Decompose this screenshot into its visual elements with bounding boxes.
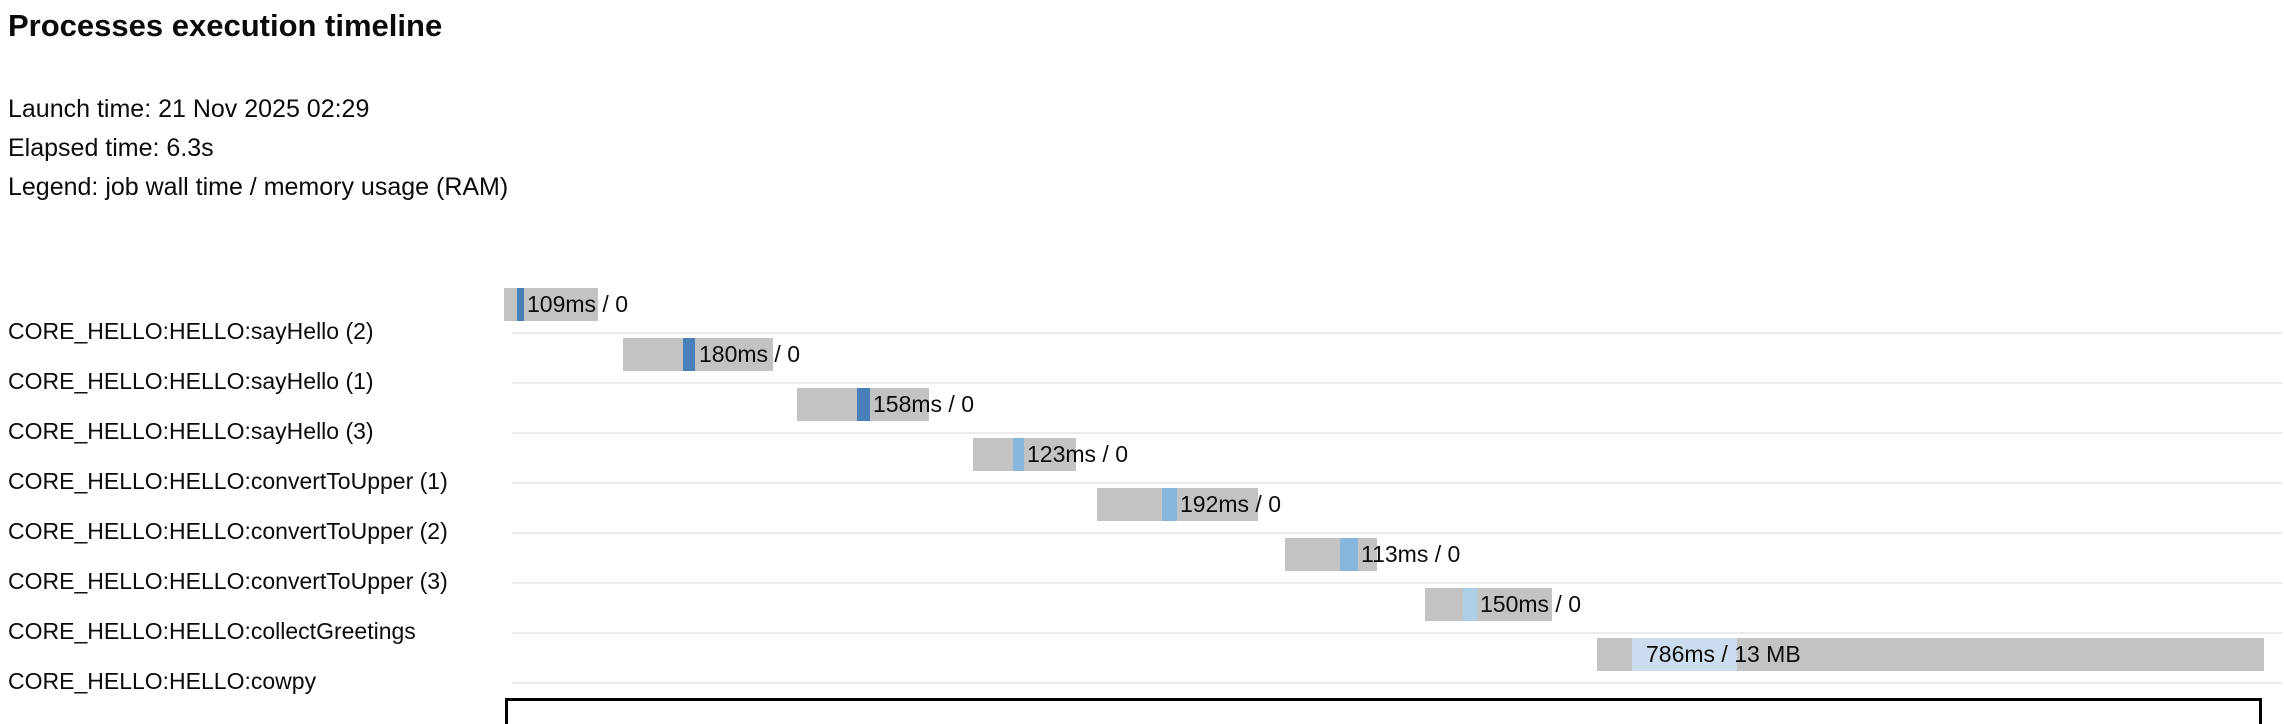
task-label: CORE_HELLO:HELLO:convertToUpper (1) [8,468,448,494]
page-title: Processes execution timeline [8,8,443,43]
task-label: CORE_HELLO:HELLO:collectGreetings [8,618,416,644]
task-bar [1597,638,2264,671]
task-run-segment [683,338,695,371]
row-gridline [512,482,2282,484]
row-gridline [512,332,2282,334]
task-annotation: 113ms / 0 [1361,541,1461,567]
task-bar [1425,588,1552,621]
elapsed-time-text: Elapsed time: 6.3s [8,134,214,162]
task-bar [623,338,773,371]
task-annotation: 109ms / 0 [527,291,628,317]
task-label: CORE_HELLO:HELLO:convertToUpper (2) [8,518,448,544]
row-gridline [512,432,2282,434]
launch-time-text: Launch time: 21 Nov 2025 02:29 [8,95,370,123]
task-bar [973,438,1076,471]
task-run-segment [1632,638,1737,671]
task-run-segment [1463,588,1477,621]
row-gridline [512,532,2282,534]
row-gridline [512,582,2282,584]
task-label: CORE_HELLO:HELLO:sayHello (3) [8,418,374,444]
task-annotation: 192ms / 0 [1180,491,1281,517]
task-annotation: 150ms / 0 [1480,591,1581,617]
task-label: CORE_HELLO:HELLO:sayHello (1) [8,368,374,394]
task-bar [1097,488,1258,521]
task-run-segment [1162,488,1177,521]
task-run-segment [1340,538,1358,571]
task-bar [797,388,929,421]
task-label: CORE_HELLO:HELLO:cowpy [8,668,317,694]
task-annotation: 180ms / 0 [699,341,800,367]
report-meta: Launch time: 21 Nov 2025 02:29 Elapsed t… [8,90,508,207]
row-gridline [512,382,2282,384]
task-bar [504,288,598,321]
task-run-segment [857,388,870,421]
legend-text: Legend: job wall time / memory usage (RA… [8,173,509,201]
task-run-segment [517,288,524,321]
task-bar [1285,538,1377,571]
task-annotation: 123ms / 0 [1027,441,1128,467]
clipped-bottom-panel [505,698,2262,724]
row-gridline [512,682,2282,684]
task-label: CORE_HELLO:HELLO:convertToUpper (3) [8,568,448,594]
task-annotation: 158ms / 0 [873,391,974,417]
task-run-segment [1013,438,1024,471]
task-annotation: 786ms / 13 MB [1646,641,1801,667]
task-label: CORE_HELLO:HELLO:sayHello (2) [8,318,374,344]
row-gridline [512,632,2282,634]
